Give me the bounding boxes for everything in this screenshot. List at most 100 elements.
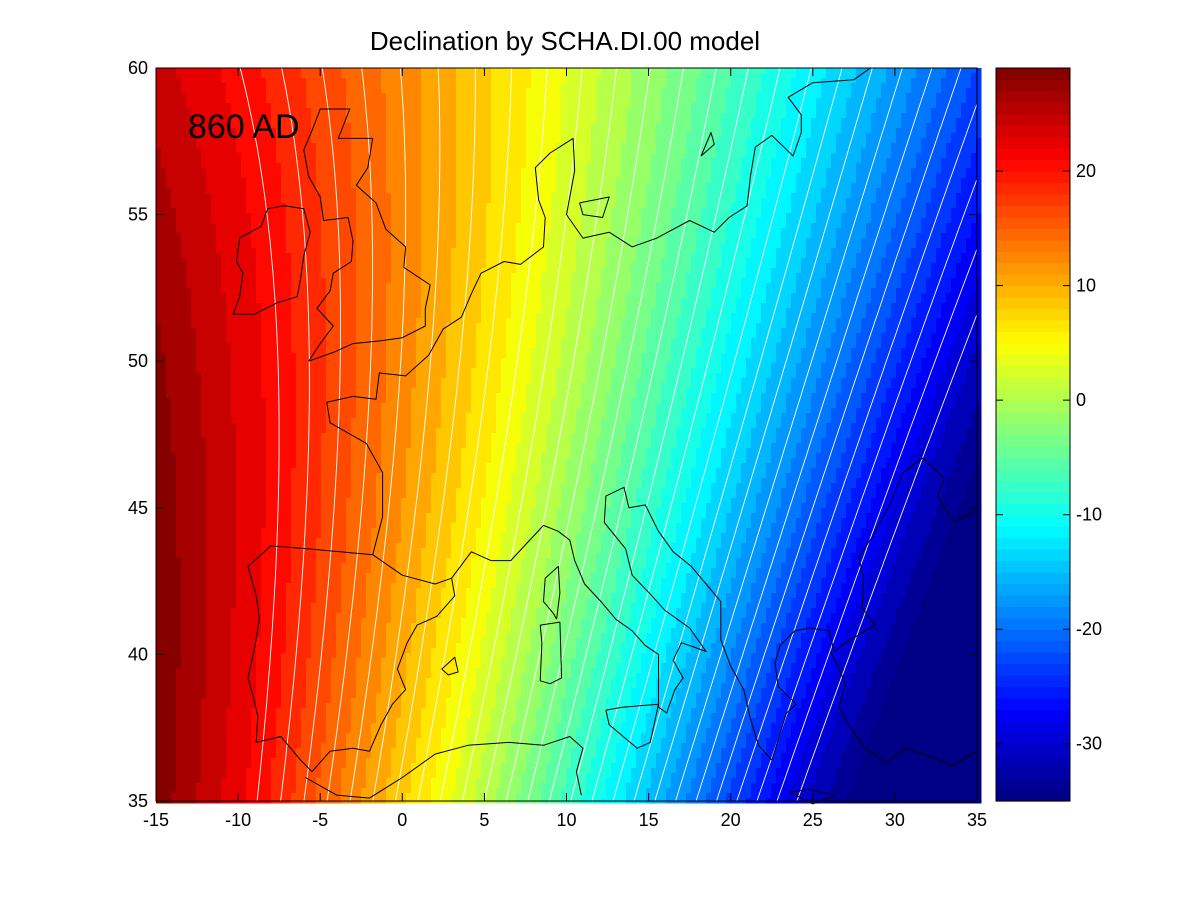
heat-cell: [926, 98, 932, 104]
heat-cell: [816, 73, 822, 79]
heat-cell: [911, 78, 917, 84]
heat-cell: [571, 113, 577, 119]
heat-cell: [861, 78, 867, 84]
heat-cell: [936, 108, 942, 114]
heat-cell: [871, 93, 877, 99]
heat-cell: [681, 113, 687, 119]
heat-cell: [791, 108, 797, 114]
heat-cell: [521, 103, 527, 109]
heat-cell: [476, 83, 482, 89]
heat-cell: [386, 123, 392, 129]
heat-cell: [596, 138, 602, 144]
heat-cell: [691, 98, 697, 104]
heat-cell: [841, 73, 847, 79]
heat-cell: [251, 68, 257, 74]
heat-cell: [306, 103, 312, 109]
heat-cell: [481, 98, 487, 104]
heat-cell: [831, 68, 837, 74]
heat-cell: [371, 83, 377, 89]
heat-cell: [406, 128, 412, 134]
heat-cell: [251, 93, 257, 99]
heat-cell: [716, 73, 722, 79]
heat-cell: [491, 118, 497, 124]
heat-cell: [796, 98, 802, 104]
heat-cell: [781, 73, 787, 79]
heat-cell: [636, 83, 642, 89]
heat-cell: [611, 133, 617, 139]
heat-cell: [786, 128, 792, 134]
heat-cell: [166, 138, 172, 144]
heat-cell: [881, 93, 887, 99]
heat-cell: [346, 68, 352, 74]
heat-cell: [451, 103, 457, 109]
heat-cell: [736, 78, 742, 84]
heat-cell: [366, 128, 372, 134]
heat-cell: [441, 133, 447, 139]
heat-cell: [266, 93, 272, 99]
heat-cell: [386, 103, 392, 109]
heat-cell: [716, 88, 722, 94]
heat-cell: [311, 83, 317, 89]
heat-cell: [766, 83, 772, 89]
heat-cell: [551, 133, 557, 139]
heat-cell: [931, 98, 937, 104]
heat-cell: [611, 118, 617, 124]
heat-cell: [696, 78, 702, 84]
heat-cell: [346, 73, 352, 79]
heat-cell: [171, 118, 177, 124]
heat-cell: [601, 118, 607, 124]
heat-cell: [176, 108, 182, 114]
heat-cell: [286, 78, 292, 84]
heat-cell: [801, 133, 807, 139]
heat-cell: [561, 83, 567, 89]
heat-cell: [211, 88, 217, 94]
heat-cell: [681, 93, 687, 99]
heat-cell: [496, 68, 502, 74]
heat-cell: [701, 98, 707, 104]
heat-cell: [651, 133, 657, 139]
heat-cell: [871, 123, 877, 129]
heat-cell: [381, 123, 387, 129]
heat-cell: [391, 83, 397, 89]
heat-cell: [846, 73, 852, 79]
heat-cell: [816, 133, 822, 139]
heat-cell: [601, 78, 607, 84]
heat-cell: [391, 133, 397, 139]
heat-cell: [971, 133, 977, 139]
heat-cell: [926, 118, 932, 124]
heat-cell: [421, 93, 427, 99]
heat-cell: [971, 78, 977, 84]
heat-cell: [586, 128, 592, 134]
heat-cell: [661, 93, 667, 99]
heat-cell: [656, 118, 662, 124]
heat-cell: [611, 123, 617, 129]
heat-cell: [636, 138, 642, 144]
heat-cell: [546, 118, 552, 124]
heat-cell: [491, 103, 497, 109]
heat-cell: [786, 103, 792, 109]
heat-cell: [606, 108, 612, 114]
heat-cell: [461, 138, 467, 144]
heat-cell: [686, 118, 692, 124]
heat-cell: [756, 133, 762, 139]
heat-cell: [531, 103, 537, 109]
heat-cell: [346, 128, 352, 134]
heat-cell: [846, 68, 852, 74]
heat-cell: [386, 133, 392, 139]
heat-cell: [521, 128, 527, 134]
heat-cell: [401, 138, 407, 144]
heat-cell: [511, 108, 517, 114]
heat-cell: [726, 118, 732, 124]
heat-cell: [306, 113, 312, 119]
heat-cell: [761, 78, 767, 84]
heat-cell: [621, 103, 627, 109]
heat-cell: [971, 123, 977, 129]
heat-cell: [901, 83, 907, 89]
heat-cell: [706, 68, 712, 74]
heat-cell: [756, 123, 762, 129]
heat-cell: [456, 83, 462, 89]
heat-cell: [301, 78, 307, 84]
heat-cell: [806, 98, 812, 104]
heat-cell: [161, 108, 167, 114]
heat-cell: [951, 118, 957, 124]
